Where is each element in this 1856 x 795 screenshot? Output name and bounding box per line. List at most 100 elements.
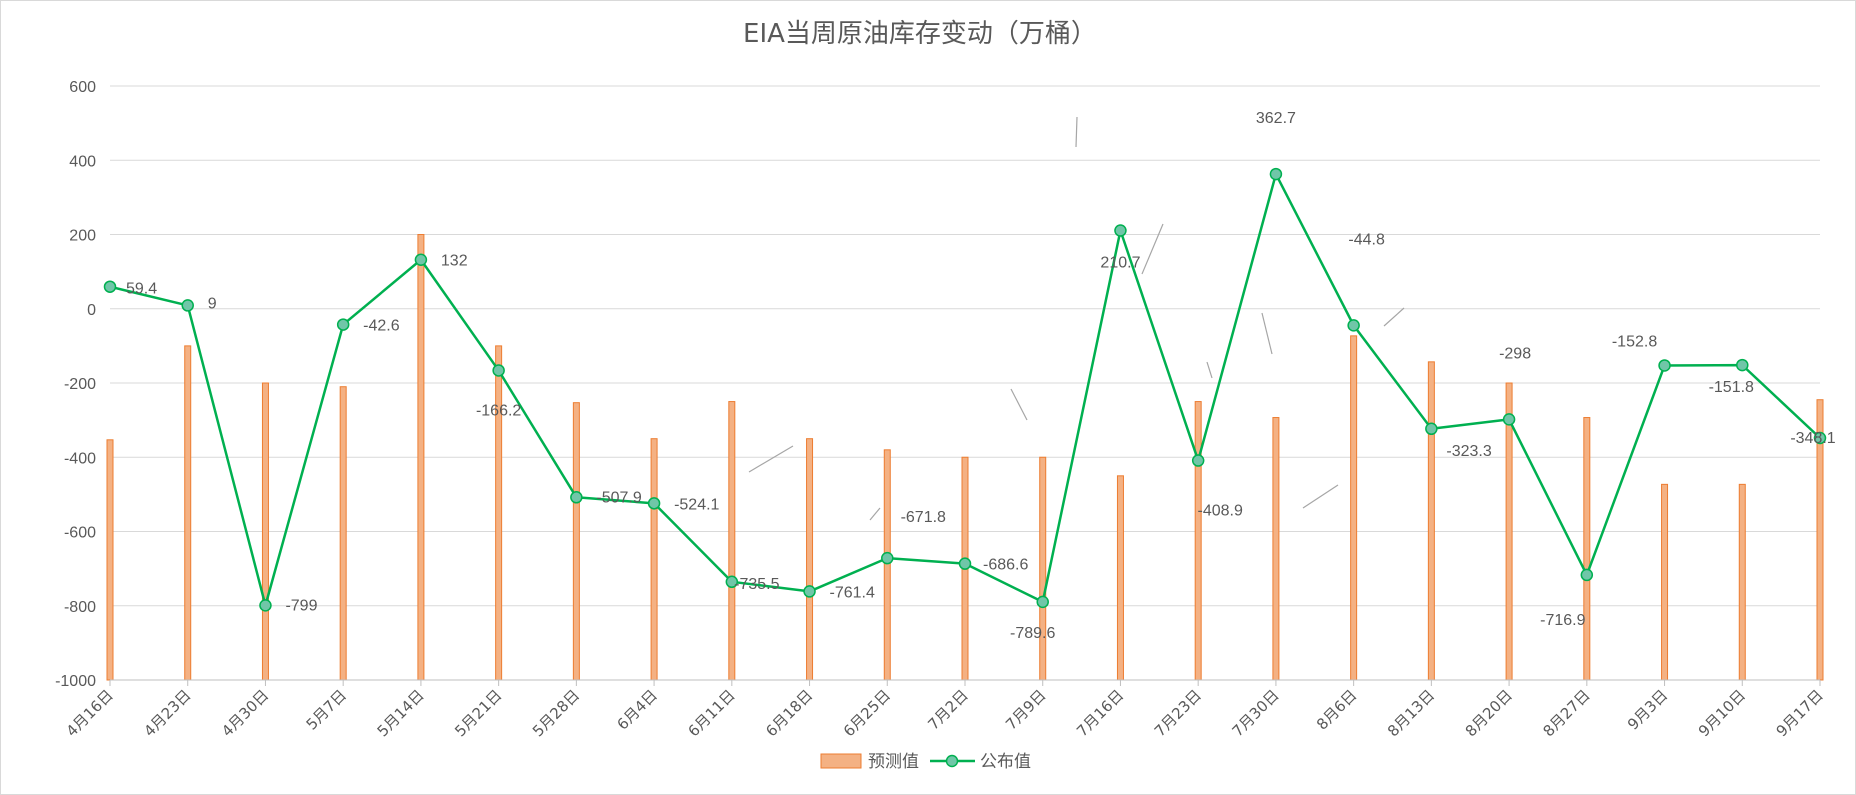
forecast-bar [1194, 401, 1202, 681]
actual-data-label: -671.8 [901, 509, 946, 526]
actual-point [1736, 358, 1749, 372]
actual-data-label: -507.9 [596, 489, 641, 506]
x-tick-label: 7月23日 [1151, 686, 1205, 740]
x-tick-label: 7月30日 [1229, 686, 1283, 740]
actual-point [414, 253, 428, 266]
legend-forecast-label: 预测值 [868, 752, 919, 772]
label-leader-lines [748, 116, 1405, 521]
forecast-bar [806, 438, 814, 681]
label-leader-line [869, 507, 881, 521]
forecast-bar [1505, 382, 1513, 681]
actual-point [181, 299, 194, 312]
forecast-bar [106, 439, 114, 681]
forecast-bar [650, 438, 658, 681]
y-tick-label: 0 [87, 302, 96, 319]
actual-point [1347, 319, 1360, 332]
actual-data-label: -298 [1499, 345, 1531, 362]
forecast-bar [1039, 456, 1047, 681]
forecast-bar [339, 386, 347, 681]
actual-data-label: 9 [208, 295, 217, 312]
actual-data-label: -44.8 [1348, 231, 1385, 248]
x-tick-label: 8月13日 [1384, 686, 1438, 740]
forecast-bar [495, 345, 503, 681]
x-tick-label: 5月14日 [374, 686, 428, 740]
x-tick-label: 5月21日 [451, 686, 505, 740]
x-tick-label: 6月4日 [613, 686, 660, 733]
label-leader-line [1010, 388, 1028, 421]
actual-point [1191, 454, 1205, 467]
actual-data-label: -408.9 [1197, 503, 1242, 520]
x-tick-label: 9月10日 [1695, 686, 1749, 740]
x-tick-label: 6月25日 [840, 686, 894, 740]
forecast-bar [1661, 483, 1669, 681]
y-tick-label: 400 [69, 153, 96, 170]
legend-actual-label: 公布值 [980, 752, 1031, 772]
x-tick-label: 4月16日 [63, 686, 117, 740]
label-leader-line [1075, 116, 1078, 148]
label-leader-line [1302, 484, 1339, 509]
forecast-bar [184, 345, 192, 681]
x-tick-label: 7月9日 [1002, 686, 1049, 733]
actual-point [881, 551, 894, 565]
actual-data-label: -761.4 [830, 584, 875, 601]
actual-point [1269, 167, 1283, 181]
forecast-bar [417, 234, 425, 681]
actual-data-label: -735.5 [734, 576, 779, 593]
actual-data-label: -152.8 [1612, 333, 1657, 350]
actual-data-label: -716.9 [1540, 612, 1585, 629]
x-tick-label: 6月11日 [684, 686, 738, 740]
label-leader-line [1383, 307, 1405, 327]
forecast-bar [1350, 335, 1358, 681]
forecast-bar [1116, 475, 1124, 681]
x-tick-label: 9月17日 [1773, 686, 1827, 740]
label-leader-line [1141, 223, 1164, 275]
y-tick-label: 200 [69, 228, 96, 245]
y-tick-label: -600 [64, 525, 96, 542]
actual-point [259, 599, 272, 612]
actual-point [1114, 224, 1127, 237]
actual-point [103, 280, 117, 293]
x-tick-label: 7月2日 [924, 686, 971, 733]
actual-point [958, 557, 972, 570]
actual-data-label: -323.3 [1446, 443, 1491, 460]
actual-point [1813, 431, 1827, 445]
y-tick-label: -800 [64, 599, 96, 616]
x-axis: 4月16日 4月23日 4月30日 5月7日 5月14日 5月21日 5月28日 6月4日 6月… [63, 679, 1827, 740]
forecast-bar [728, 401, 736, 681]
actual-point [647, 497, 661, 510]
forecast-bar [1272, 417, 1280, 681]
label-leader-line [1261, 312, 1273, 355]
actual-data-label: -166.2 [476, 402, 521, 419]
label-leader-line [1206, 361, 1213, 379]
x-tick-label: 4月30日 [218, 686, 272, 740]
legend: 预测值 公布值 [820, 752, 1031, 772]
actual-data-label: -789.6 [1010, 625, 1055, 642]
x-tick-label: 9月3日 [1624, 686, 1671, 733]
y-tick-label: -400 [64, 450, 96, 467]
legend-actual-marker [945, 754, 959, 768]
label-leader-line [748, 445, 794, 473]
actual-line-series [103, 167, 1827, 612]
actual-data-label: 132 [441, 253, 468, 270]
actual-point [725, 575, 739, 589]
y-tick-label: 600 [69, 79, 96, 96]
forecast-bars [106, 234, 1824, 681]
actual-data-label: 362.7 [1256, 110, 1296, 127]
forecast-bar [1738, 483, 1746, 681]
forecast-bar [261, 382, 269, 681]
actual-data-label: -151.8 [1709, 379, 1754, 396]
actual-point [492, 364, 505, 377]
actual-point [1580, 568, 1594, 582]
actual-data-label: -524.1 [674, 496, 719, 513]
forecast-bar [883, 449, 891, 681]
x-tick-label: 8月27日 [1539, 686, 1593, 740]
actual-point [803, 585, 816, 598]
actual-point [1502, 413, 1516, 426]
actual-point [336, 318, 350, 331]
actual-data-label: 59.4 [126, 281, 157, 298]
forecast-bar [1583, 417, 1591, 681]
x-tick-label: 4月23日 [140, 686, 194, 740]
x-tick-label: 6月18日 [762, 686, 816, 740]
x-tick-label: 7月16日 [1073, 686, 1127, 740]
